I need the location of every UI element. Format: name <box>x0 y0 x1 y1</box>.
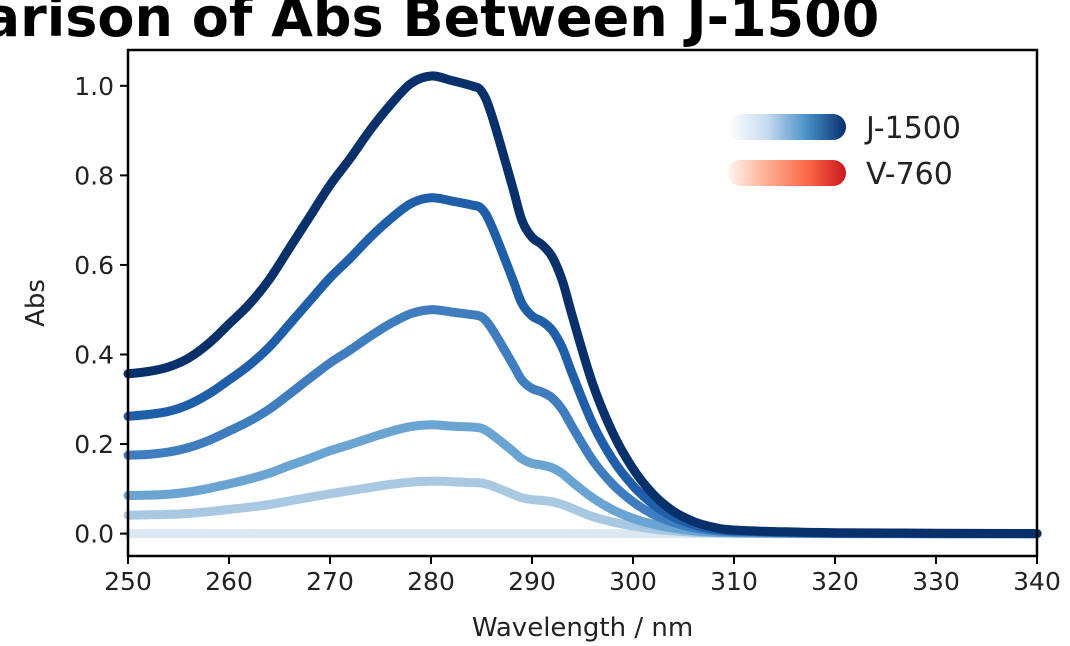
legend-swatch-j-1500 <box>728 114 846 140</box>
axis-ticks: 250 260 270 280 290 300 310 320 330 340 0.0 0.2 0.4 0… <box>74 72 1061 596</box>
y-tick-label: 1.0 <box>74 72 114 101</box>
y-axis-label: Abs <box>21 279 51 327</box>
y-tick-label: 0.4 <box>74 340 114 369</box>
series-layer <box>123 71 1042 539</box>
x-tick-label: 310 <box>710 567 758 596</box>
x-tick-label: 250 <box>104 567 152 596</box>
x-tick-label: 340 <box>1013 567 1061 596</box>
y-tick-label: 0.2 <box>74 430 114 459</box>
y-tick-label: 0.0 <box>74 520 114 549</box>
x-tick-label: 260 <box>205 567 253 596</box>
x-tick-label: 270 <box>306 567 354 596</box>
y-tick-label: 0.8 <box>74 161 114 190</box>
legend-swatch-v-760 <box>728 160 846 186</box>
x-tick-label: 330 <box>912 567 960 596</box>
y-tick-label: 0.6 <box>74 251 114 280</box>
plot-frame <box>126 48 1039 558</box>
x-tick-label: 280 <box>407 567 455 596</box>
x-tick-label: 300 <box>609 567 657 596</box>
chart-title: parison of Abs Between J-1500 <box>0 0 1070 48</box>
legend-label-v-760: V-760 <box>866 157 953 192</box>
series-line-1 <box>123 71 1042 539</box>
legend: J-1500 V-760 <box>728 111 961 192</box>
x-tick-label: 320 <box>811 567 859 596</box>
x-axis-label: Wavelength / nm <box>472 613 693 643</box>
legend-label-j-1500: J-1500 <box>864 111 961 146</box>
chart-title-text: parison of Abs Between J-1500 <box>0 0 880 48</box>
x-tick-label: 290 <box>508 567 556 596</box>
